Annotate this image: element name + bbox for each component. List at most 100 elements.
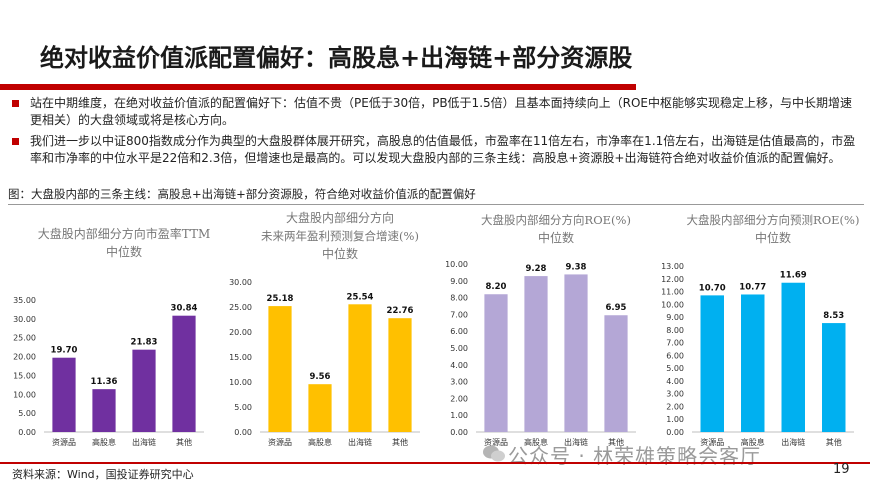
chart-title-line: 中位数 — [755, 230, 791, 245]
category-label: 出海链 — [564, 437, 588, 447]
bar-value-label: 10.77 — [739, 282, 766, 292]
bar-value-label: 19.70 — [51, 346, 78, 356]
category-label: 出海链 — [348, 437, 372, 447]
bar-4 — [604, 315, 628, 432]
chart-roe-svg: 大盘股内部细分方向ROE(%) 中位数 0.00 1.00 2.00 3.00 4.00 5.… — [445, 213, 636, 447]
category-label: 资源品 — [52, 437, 76, 447]
bar-value-label: 8.20 — [486, 282, 507, 292]
category-label: 出海链 — [132, 437, 156, 447]
bar-1 — [700, 295, 724, 432]
y-tick-label: 2.00 — [666, 402, 684, 411]
bar-4 — [172, 315, 196, 432]
bullet-item: 我们进一步以中证800指数成分作为典型的大盘股群体展开研究，高股息的估值最低，市… — [10, 133, 862, 167]
bar-2 — [741, 294, 765, 432]
slide-title: 绝对收益价值派配置偏好：高股息+出海链+部分资源股 — [40, 44, 633, 72]
y-tick-label: 1.00 — [450, 411, 468, 420]
y-tick-label: 2.00 — [450, 394, 468, 403]
y-tick-label: 0.00 — [234, 428, 252, 437]
category-label: 高股息 — [308, 437, 332, 447]
y-tick-label: 11.00 — [661, 288, 684, 297]
y-tick-label: 13.00 — [661, 262, 684, 271]
bar-2 — [92, 389, 116, 432]
y-tick-label: 7.00 — [666, 339, 684, 348]
y-tick-label: 10.00 — [445, 260, 468, 269]
bar-1 — [268, 306, 292, 432]
bar-value-label: 11.69 — [780, 271, 807, 281]
y-tick-label: 4.00 — [666, 377, 684, 386]
bar-3 — [564, 274, 588, 432]
bar-value-label: 6.95 — [606, 303, 627, 313]
y-tick-label: 0.00 — [450, 428, 468, 437]
bar-value-label: 22.76 — [387, 306, 414, 316]
chart-pe-ttm: 大盘股内部细分方向市盈率TTM 中位数 0.00 5.00 10.00 15.00 20.0… — [4, 208, 214, 460]
bar-value-label: 8.53 — [823, 311, 844, 321]
y-tick-label: 5.00 — [666, 364, 684, 373]
y-tick-label: 4.00 — [450, 361, 468, 370]
bar-value-label: 9.38 — [566, 262, 587, 272]
y-tick-label: 10.00 — [229, 378, 252, 387]
y-tick-label: 5.00 — [234, 403, 252, 412]
chart-title-line: 大盘股内部细分方向市盈率TTM — [38, 226, 211, 241]
y-tick-label: 12.00 — [661, 275, 684, 284]
category-label: 出海链 — [781, 437, 805, 447]
caption-divider — [8, 204, 864, 205]
y-tick-label: 0.00 — [18, 428, 36, 437]
bar-4 — [388, 318, 412, 432]
bar-value-label: 9.56 — [310, 372, 331, 382]
y-tick-label: 3.00 — [450, 378, 468, 387]
bar-value-label: 30.84 — [171, 304, 198, 314]
y-tick-label: 15.00 — [13, 371, 36, 380]
bar-2 — [524, 276, 548, 432]
category-label: 其他 — [392, 437, 408, 447]
bar-value-label: 25.54 — [347, 292, 374, 302]
y-tick-label: 3.00 — [666, 390, 684, 399]
chart-title-line: 大盘股内部细分方向 — [286, 210, 394, 225]
chart-forecast-roe: 大盘股内部细分方向预测ROE(%) 中位数 0.00 1.00 2.00 3.00 4.00… — [652, 208, 864, 460]
bullet-text: 站在中期维度，在绝对收益价值派的配置偏好下：估值不贵（PE低于30倍，PB低于1… — [30, 96, 853, 127]
figure-caption: 图：大盘股内部的三条主线：高股息+出海链+部分资源股，符合绝对收益价值派的配置偏… — [8, 187, 476, 201]
y-tick-label: 25.00 — [13, 334, 36, 343]
chart-growth: 大盘股内部细分方向未来两年盈利预测复合增速(%) 中位数 0.00 5.00 10.00… — [220, 208, 430, 460]
y-tick-label: 15.00 — [229, 353, 252, 362]
chart-title-line: 中位数 — [106, 244, 142, 259]
category-label: 其他 — [176, 437, 192, 447]
y-tick-label: 20.00 — [229, 328, 252, 337]
title-underline — [0, 84, 636, 90]
y-tick-label: 6.00 — [666, 351, 684, 360]
category-label: 高股息 — [741, 437, 765, 447]
chart-pe-ttm-svg: 大盘股内部细分方向市盈率TTM 中位数 0.00 5.00 10.00 15.00 20.0… — [13, 226, 211, 447]
bar-value-label: 25.18 — [267, 294, 294, 304]
y-tick-label: 0.00 — [666, 428, 684, 437]
page-number: 19 — [833, 462, 850, 477]
category-label: 高股息 — [524, 437, 548, 447]
chart-title-line: 未来两年盈利预测复合增速(%) — [261, 229, 419, 243]
bar-value-label: 21.83 — [131, 338, 158, 348]
y-tick-label: 30.00 — [13, 315, 36, 324]
category-label: 资源品 — [268, 437, 292, 447]
bar-value-label: 9.28 — [526, 264, 547, 274]
watermark-text: 公众号 · 林荣雄策略会客厅 — [508, 444, 762, 468]
bar-1 — [484, 294, 508, 432]
category-label: 资源品 — [700, 437, 724, 447]
category-label: 高股息 — [92, 437, 116, 447]
chart-title-line: 中位数 — [538, 230, 574, 245]
bar-2 — [308, 384, 332, 432]
y-tick-label: 9.00 — [666, 313, 684, 322]
y-tick-label: 30.00 — [229, 278, 252, 287]
chart-title-line: 中位数 — [322, 246, 358, 261]
category-label: 其他 — [826, 437, 842, 447]
y-tick-label: 20.00 — [13, 353, 36, 362]
bullet-item: 站在中期维度，在绝对收益价值派的配置偏好下：估值不贵（PE低于30倍，PB低于1… — [10, 95, 862, 129]
chart-forecast-roe-svg: 大盘股内部细分方向预测ROE(%) 中位数 0.00 1.00 2.00 3.00 4.00… — [661, 213, 859, 447]
y-tick-label: 1.00 — [666, 415, 684, 424]
bullet-square-icon — [12, 100, 19, 107]
bar-value-label: 10.70 — [699, 283, 726, 293]
chart-title-line: 大盘股内部细分方向ROE(%) — [481, 213, 631, 227]
bar-value-label: 11.36 — [91, 377, 118, 387]
bar-1 — [52, 357, 76, 432]
bullet-text: 我们进一步以中证800指数成分作为典型的大盘股群体展开研究，高股息的估值最低，市… — [30, 134, 856, 165]
category-label: 其他 — [608, 437, 624, 447]
y-tick-label: 8.00 — [666, 326, 684, 335]
y-tick-label: 9.00 — [450, 277, 468, 286]
